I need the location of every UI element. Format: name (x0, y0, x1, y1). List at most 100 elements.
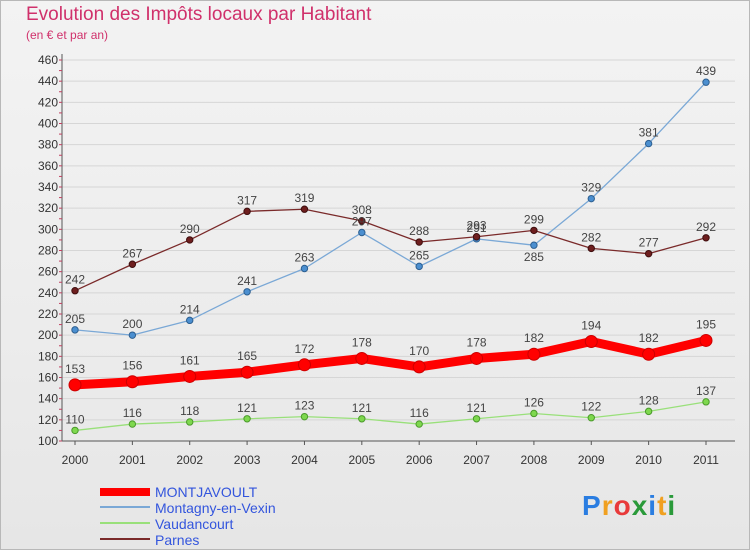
y-tick-label: 100 (38, 434, 58, 448)
x-tick-label: 2010 (635, 453, 662, 467)
x-tick-label: 2007 (463, 453, 490, 467)
data-point (415, 420, 423, 428)
legend-swatch-vaudancourt (100, 522, 150, 524)
data-point (644, 407, 653, 416)
data-label: 290 (180, 222, 200, 236)
y-tick-label: 300 (38, 222, 58, 236)
data-point (472, 415, 481, 423)
data-label: 200 (122, 317, 142, 331)
series-markers (68, 78, 713, 435)
x-tick-label: 2002 (176, 453, 203, 467)
logo-letter: x (631, 490, 649, 521)
data-label: 329 (581, 181, 601, 195)
data-point (702, 234, 710, 242)
data-point (527, 347, 541, 361)
data-label: 172 (294, 342, 314, 356)
data-point (300, 264, 309, 273)
legend-label-parnes: Parnes (155, 532, 200, 548)
y-tick-label: 380 (38, 138, 58, 152)
y-tick-label: 180 (38, 349, 58, 363)
data-label: 299 (524, 212, 544, 226)
y-tick-label: 140 (38, 392, 58, 406)
logo-letter: o (613, 490, 632, 521)
data-label: 265 (409, 248, 429, 262)
data-label: 277 (639, 236, 659, 250)
data-point (297, 358, 311, 372)
data-label: 178 (352, 335, 372, 349)
data-label: 122 (581, 400, 601, 414)
y-tick-label: 160 (38, 371, 58, 385)
legend-swatch-montagny-en-vexin (100, 506, 150, 508)
legend-label-vaudancourt: Vaudancourt (155, 516, 234, 532)
data-label: 137 (696, 384, 716, 398)
data-label: 214 (180, 302, 200, 316)
data-label: 178 (467, 335, 487, 349)
data-point (472, 233, 481, 241)
x-tick-label: 2009 (578, 453, 605, 467)
data-label: 116 (410, 406, 429, 420)
chart-subtitle: (en € et par an) (26, 28, 109, 42)
series-line-2 (74, 401, 707, 432)
y-tick-label: 360 (38, 159, 58, 173)
y-tick-label: 200 (38, 328, 58, 342)
data-point (644, 139, 653, 148)
y-tick-label: 240 (38, 286, 58, 300)
data-point (355, 351, 369, 365)
data-point (71, 426, 79, 435)
data-label: 293 (467, 219, 487, 233)
data-label: 121 (352, 401, 372, 415)
data-point (128, 331, 137, 339)
data-label: 195 (696, 317, 716, 331)
logo-letter: r (601, 490, 614, 521)
data-point (415, 238, 423, 246)
data-point (68, 378, 82, 392)
data-point (125, 375, 139, 389)
data-point (71, 326, 79, 334)
data-point (530, 241, 538, 249)
x-tick-label: 2008 (521, 453, 548, 467)
logo-letter: i (648, 490, 658, 521)
data-point (530, 409, 538, 418)
data-label: 285 (524, 250, 544, 264)
data-label: 153 (65, 362, 85, 376)
x-tick-label: 2005 (348, 453, 375, 467)
data-label: 292 (696, 220, 716, 234)
data-label: 242 (65, 273, 85, 287)
data-point (358, 415, 366, 423)
data-point (699, 333, 713, 347)
data-point (587, 194, 595, 203)
data-point (300, 205, 309, 213)
data-point (644, 249, 653, 258)
y-tick-label: 400 (38, 117, 58, 131)
data-label: 205 (65, 312, 85, 326)
data-label: 182 (639, 331, 659, 345)
y-tick-label: 420 (38, 95, 58, 109)
legend-swatch-parnes (100, 538, 150, 540)
chart-title: Evolution des Impôts locaux par Habitant (26, 4, 372, 25)
data-label: 170 (409, 344, 429, 358)
data-point (243, 415, 251, 423)
data-label: 165 (237, 349, 257, 363)
data-point (186, 236, 194, 244)
series-lines (70, 81, 711, 432)
data-point (186, 418, 194, 426)
data-label: 121 (467, 401, 487, 415)
data-label: 121 (237, 401, 257, 415)
y-tick-label: 120 (38, 413, 58, 427)
data-label: 118 (180, 404, 199, 418)
data-label: 123 (294, 399, 314, 413)
data-point (358, 217, 366, 225)
x-tick-label: 2003 (234, 453, 261, 467)
data-label: 194 (581, 319, 601, 333)
data-point (186, 316, 194, 325)
series-line-1 (74, 81, 707, 336)
proxiti-logo: Proxiti (582, 490, 676, 522)
legend-swatch-montjavoult (100, 488, 150, 496)
data-labels: 153 156 161 165 172 178 170 178 182 194 182 195 205 2… (65, 64, 716, 426)
data-point (584, 335, 598, 349)
data-point (415, 262, 423, 271)
logo-letter: i (667, 490, 677, 521)
y-tick-label: 320 (38, 201, 58, 215)
